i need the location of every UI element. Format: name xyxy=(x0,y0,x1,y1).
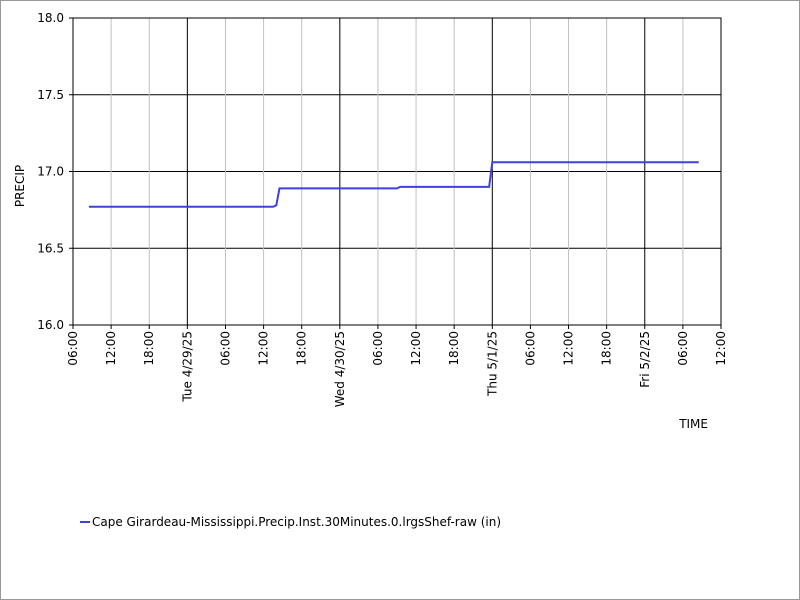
legend-label: Cape Girardeau-Mississippi.Precip.Inst.3… xyxy=(92,515,501,529)
y-axis-title: PRECIP xyxy=(13,165,27,207)
plot-border xyxy=(72,17,722,326)
x-tick-label: 18:00 xyxy=(600,331,614,366)
x-tick-label: Thu 5/1/25 xyxy=(485,331,499,397)
x-tick-label: 18:00 xyxy=(142,331,156,366)
x-tick-label: 18:00 xyxy=(447,331,461,366)
x-tick-label: 06:00 xyxy=(371,331,385,366)
x-tick-label: 12:00 xyxy=(409,331,423,366)
y-tick-label: 16.5 xyxy=(37,241,64,255)
x-tick-label: 12:00 xyxy=(562,331,576,366)
x-tick-label: 06:00 xyxy=(523,331,537,366)
y-tick-label: 17.0 xyxy=(37,165,64,179)
y-tick-label: 17.5 xyxy=(37,88,64,102)
x-tick-label: Wed 4/30/25 xyxy=(333,331,347,407)
x-tick-label: Fri 5/2/25 xyxy=(638,331,652,388)
x-tick-label: Tue 4/29/25 xyxy=(180,331,194,403)
x-tick-label: 12:00 xyxy=(104,331,118,366)
y-tick-label: 16.0 xyxy=(37,318,64,332)
x-tick-label: 12:00 xyxy=(714,331,728,366)
x-axis-title: TIME xyxy=(678,417,708,431)
x-tick-label: 06:00 xyxy=(218,331,232,366)
x-tick-label: 12:00 xyxy=(257,331,271,366)
data-line xyxy=(88,161,699,208)
x-tick-label: 18:00 xyxy=(295,331,309,366)
y-tick-label: 18.0 xyxy=(37,11,64,25)
x-tick-label: 06:00 xyxy=(66,331,80,366)
x-tick-label: 06:00 xyxy=(676,331,690,366)
